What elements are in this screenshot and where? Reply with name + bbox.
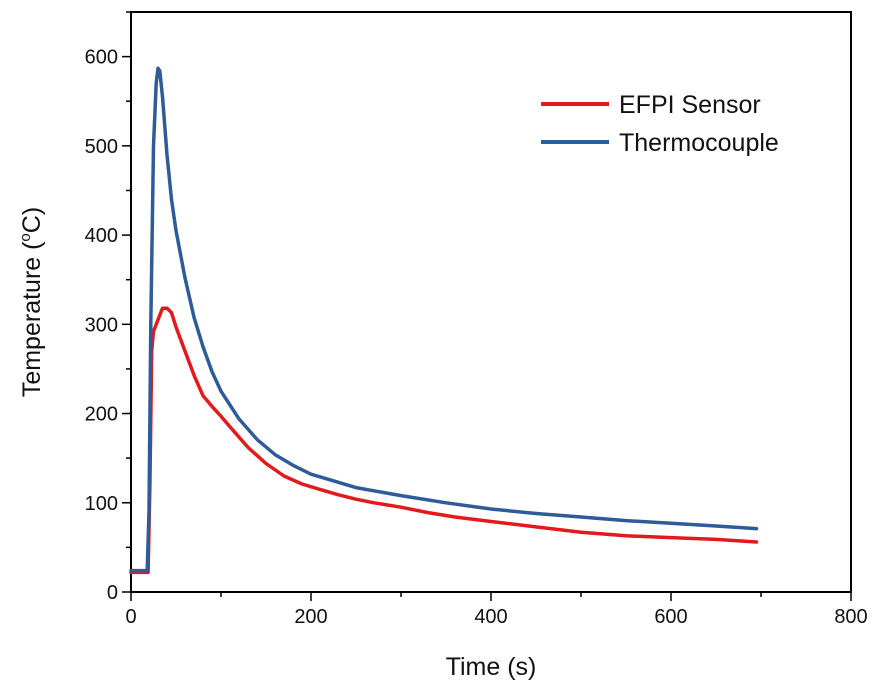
legend-label-efpi: EFPI Sensor	[619, 91, 761, 119]
x-tick-label: 400	[474, 606, 507, 628]
y-tick-label: 500	[85, 136, 118, 158]
axis-ticks	[122, 11, 852, 601]
y-tick-label: 200	[85, 404, 118, 426]
x-tick-label: 800	[834, 606, 867, 628]
y-tick-label: 300	[85, 314, 118, 336]
axis-tick-labels: 0 200 400 600 800 0 100 200 300 400 500 600	[85, 47, 868, 628]
y-axis-title: Temperature (oC)	[17, 207, 46, 397]
y-axis-title-unit: C)	[18, 207, 46, 233]
x-tick-label: 600	[654, 606, 687, 628]
legend: EFPI Sensor Thermocouple	[541, 91, 779, 157]
y-tick-label: 0	[107, 582, 118, 604]
series-line-thermocouple	[129, 66, 759, 573]
x-tick-label: 0	[125, 606, 136, 628]
x-axis-title: Time (s)	[446, 653, 537, 681]
y-tick-label: 600	[85, 47, 118, 69]
y-tick-label: 400	[85, 225, 118, 247]
y-axis-title-degree: o	[17, 233, 34, 241]
y-axis-title-main: Temperature (	[18, 241, 46, 397]
series-line-efpi-sensor	[129, 306, 759, 575]
series-lines	[129, 66, 759, 575]
x-tick-label: 200	[294, 606, 327, 628]
y-tick-label: 100	[85, 493, 118, 515]
legend-label-thermocouple: Thermocouple	[619, 129, 779, 157]
